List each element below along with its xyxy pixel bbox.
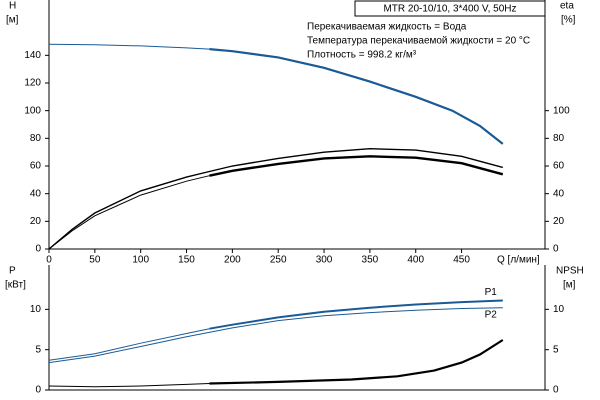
- curve: [48, 175, 210, 250]
- y2-tick-label: 80: [553, 133, 565, 144]
- y2-axis-unit: [м]: [563, 280, 576, 291]
- y-tick-label: 0: [35, 385, 41, 396]
- y2-tick-label: 40: [553, 188, 565, 199]
- y2-tick-label: 10: [553, 304, 565, 315]
- x-tick-label: 300: [316, 255, 333, 266]
- y2-axis-unit: [%]: [561, 15, 576, 26]
- y-tick-label: 100: [24, 105, 41, 116]
- x-tick-label: 50: [89, 255, 101, 266]
- y-tick-label: 140: [24, 50, 41, 61]
- x-tick-label: 0: [46, 255, 52, 266]
- y-tick-label: 60: [30, 161, 42, 172]
- y-axis-label: H: [9, 1, 16, 12]
- curve: [48, 43, 210, 50]
- y-tick-label: 10: [30, 304, 42, 315]
- y-tick-label: 0: [35, 244, 41, 255]
- x-tick-label: 200: [224, 255, 241, 266]
- curve: [48, 328, 210, 361]
- y-axis-unit: [м]: [6, 15, 19, 26]
- y-axis-unit: [кВт]: [5, 280, 26, 291]
- x-tick-label: 100: [132, 255, 149, 266]
- x-tick-label: 250: [270, 255, 287, 266]
- y2-tick-label: 60: [553, 161, 565, 172]
- note: Перекачиваемая жидкость = Вода: [307, 22, 467, 33]
- curve: [209, 155, 504, 177]
- y2-tick-label: 0: [553, 244, 559, 255]
- chart-title: MTR 20-10/10, 3*400 V, 50Hz: [383, 4, 516, 15]
- y2-tick-label: 100: [553, 105, 570, 116]
- y2-tick-label: 20: [553, 216, 565, 227]
- x-tick-label: 400: [407, 255, 424, 266]
- y-tick-label: 40: [30, 188, 42, 199]
- curve: [209, 339, 504, 385]
- note: Плотность = 998.2 кг/м³: [307, 50, 417, 61]
- y-tick-label: 80: [30, 133, 42, 144]
- x-axis-label: Q [л/мин]: [497, 255, 540, 266]
- curve: [48, 307, 503, 364]
- x-tick-label: 450: [453, 255, 470, 266]
- y2-axis-label: eta: [560, 1, 574, 12]
- x-tick-label: 150: [178, 255, 195, 266]
- y2-axis-label: NPSH: [556, 266, 584, 277]
- curve: [209, 48, 504, 145]
- y2-tick-label: 0: [553, 385, 559, 396]
- curve-label: P2: [485, 309, 498, 320]
- y-tick-label: 5: [35, 344, 41, 355]
- x-tick-label: 350: [362, 255, 379, 266]
- y-tick-label: 120: [24, 78, 41, 89]
- curve: [48, 147, 503, 250]
- y-tick-label: 20: [30, 216, 42, 227]
- note: Температура перекачиваемой жидкости = 20…: [307, 36, 530, 47]
- y2-tick-label: 5: [553, 344, 559, 355]
- curve: [48, 383, 210, 388]
- curve-label: P1: [485, 287, 498, 298]
- curve: [209, 299, 503, 330]
- y-axis-label: P: [9, 266, 16, 277]
